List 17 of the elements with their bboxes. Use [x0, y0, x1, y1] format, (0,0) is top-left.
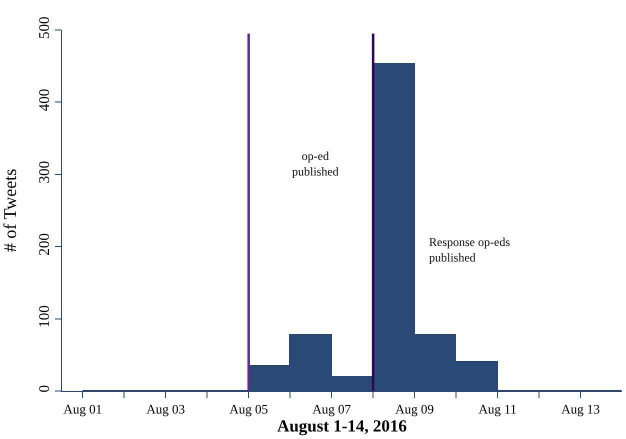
y-tick-label: 0	[37, 385, 53, 392]
x-axis-title: August 1-14, 2016	[277, 416, 407, 436]
x-tick-label: Aug 13	[561, 402, 600, 417]
x-tick-label: Aug 03	[146, 402, 186, 417]
y-tick-label: 100	[37, 305, 53, 328]
y-tick-label: 300	[37, 160, 53, 184]
x-tick-label: Aug 01	[63, 402, 102, 417]
x-tick-label: Aug 09	[395, 402, 434, 417]
y-axis-title: # of Tweets	[0, 168, 20, 252]
y-tick-label: 500	[37, 16, 53, 39]
y-tick-label: 200	[37, 233, 53, 256]
x-tick-label: Aug 05	[229, 402, 268, 417]
annotation: Response op-eds published	[429, 235, 510, 265]
x-tick-label: Aug 11	[478, 402, 517, 417]
y-tick-label: 400	[37, 88, 53, 112]
annotation: op-ed published	[292, 149, 339, 179]
x-tick-label: Aug 07	[312, 402, 352, 417]
